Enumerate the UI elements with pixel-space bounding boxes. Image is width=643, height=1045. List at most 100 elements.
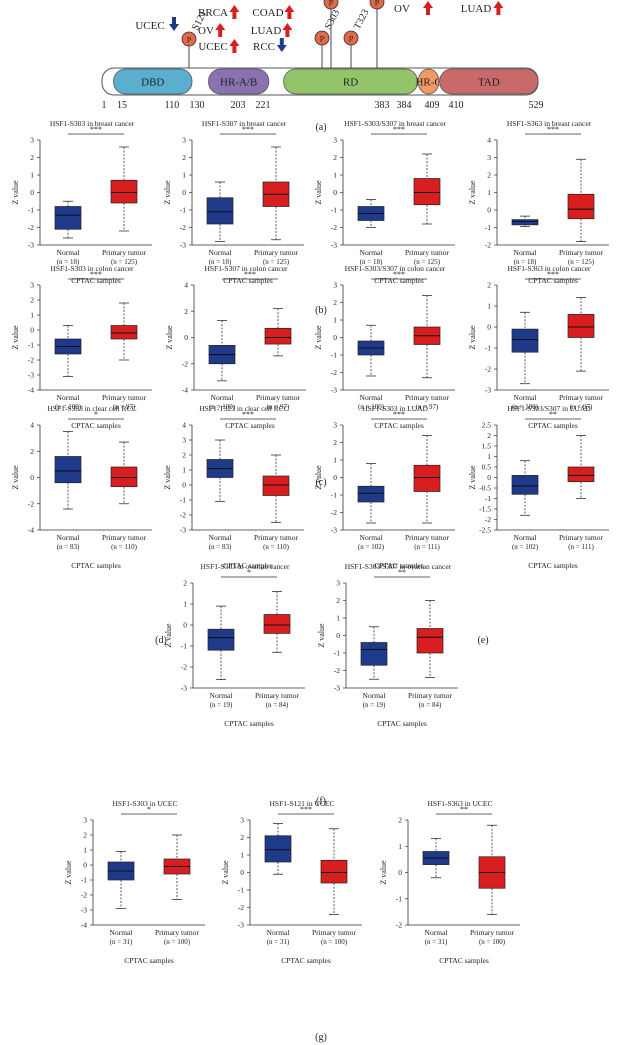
- annotation-ucec: UCEC: [135, 20, 164, 32]
- chart-title: HSF1-S363 in colon cancer: [507, 264, 591, 273]
- annotation-brca: BRCA: [198, 7, 228, 19]
- y-axis-label: Z value: [314, 325, 323, 350]
- significance-stars: ***: [90, 125, 102, 134]
- arrow-up-icon: [493, 1, 504, 15]
- x-axis-label: CPTAC samples: [377, 719, 427, 728]
- x-axis-label: CPTAC samples: [71, 561, 121, 570]
- y-tick-label: -1: [485, 494, 491, 503]
- chart-title: HSF1-S303 in LUAD: [362, 404, 428, 413]
- group-n-label: (n = 19): [363, 701, 386, 709]
- y-tick-label: 4: [182, 421, 186, 430]
- box-normal: [422, 837, 450, 879]
- box-normal: [511, 215, 539, 228]
- box-iqr: [206, 197, 234, 225]
- x-axis-label: CPTAC samples: [281, 956, 331, 965]
- annotation-ov: OV: [394, 3, 410, 15]
- y-tick-label: 3: [83, 816, 87, 825]
- y-tick-label: 4: [487, 136, 491, 145]
- boxplot-9: HSF1-T323 in clear cell RCC -3 -2 -1 0 1 2 3 4 Z …: [163, 404, 304, 570]
- position-label: 409: [425, 100, 440, 111]
- significance-stars: **: [549, 410, 557, 419]
- position-label: 203: [231, 100, 246, 111]
- phospho-circle: [323, 0, 339, 10]
- y-tick-label: -2: [182, 359, 188, 368]
- y-tick-label: 1: [487, 188, 491, 197]
- significance-stars: **: [398, 568, 406, 577]
- y-tick-label: -1: [180, 496, 186, 505]
- phospho-glyph: P: [187, 36, 192, 45]
- annotation-luad: LUAD: [251, 25, 282, 37]
- group-n-label: (n = 110): [111, 543, 138, 551]
- group-n-label: (n = 125): [263, 258, 290, 266]
- y-tick-label: 2: [30, 296, 34, 305]
- y-tick-label: 0: [398, 868, 402, 877]
- y-tick-label: -2: [81, 891, 87, 900]
- y-tick-label: -1: [485, 344, 491, 353]
- y-tick-label: 2: [83, 831, 87, 840]
- chart-title: HSF1-S303/S307 in ovarian cancer: [345, 562, 452, 571]
- box-normal: [54, 325, 82, 377]
- group-label: Primary tumor: [470, 928, 514, 937]
- group-label: Primary tumor: [405, 393, 449, 402]
- domain-hrab: [208, 68, 270, 95]
- group-label: Normal: [211, 393, 234, 402]
- y-tick-label: -1: [28, 341, 34, 350]
- chart-title: HSF1-S303/S307 in colon cancer: [345, 264, 446, 273]
- y-tick-label: -4: [28, 526, 34, 535]
- group-n-label: (n = 18): [514, 258, 537, 266]
- y-tick-label: 3: [182, 136, 186, 145]
- box-iqr: [567, 193, 595, 220]
- group-n-label: (n = 31): [425, 938, 448, 946]
- y-tick-label: -2: [28, 499, 34, 508]
- box-iqr: [413, 464, 441, 492]
- chart-title: HSF1-S121 in UCEC: [269, 799, 334, 808]
- y-tick-label: 3: [182, 436, 186, 445]
- boxplot-7: HSF1-S363 in colon cancer -3 -2 -1 0 1 2 Z valu…: [468, 264, 609, 430]
- y-tick-label: 0: [30, 188, 34, 197]
- y-tick-label: -2: [238, 903, 244, 912]
- y-tick-label: -1: [180, 206, 186, 215]
- y-tick-label: 0: [333, 333, 337, 342]
- annotation-ov: OV: [198, 25, 214, 37]
- y-axis-label: Z value: [468, 325, 477, 350]
- box-normal: [264, 823, 292, 875]
- chart-title: HSF1-S307 in breast cancer: [202, 119, 287, 128]
- boxplot-0: HSF1-S303 in breast cancer -3 -2 -1 0 1 2 3 Z va…: [11, 119, 152, 285]
- boxplot-15: HSF1-S121 in UCEC -3 -2 -1 0 1 2 3 Z value Normal…: [221, 799, 362, 965]
- box-normal: [107, 851, 135, 909]
- y-tick-label: 2: [487, 281, 491, 290]
- group-label: Normal: [267, 928, 290, 937]
- box-iqr: [262, 475, 290, 496]
- group-n-label: (n = 84): [266, 701, 289, 709]
- y-tick-label: 0: [30, 473, 34, 482]
- box-iqr: [264, 835, 292, 863]
- y-tick-label: 2: [398, 816, 402, 825]
- group-label: Primary tumor: [254, 248, 298, 257]
- chart-title: HSF1-S363 in UCEC: [427, 799, 492, 808]
- position-label: 384: [397, 100, 412, 111]
- y-tick-label: -3: [180, 526, 186, 535]
- y-tick-label: -2: [180, 511, 186, 520]
- x-axis-label: CPTAC samples: [374, 276, 424, 285]
- position-label: 383: [375, 100, 390, 111]
- group-n-label: (n = 31): [267, 938, 290, 946]
- group-label: Normal: [514, 393, 537, 402]
- arrow-down-icon: [276, 38, 287, 52]
- group-n-label: (n = 97): [570, 403, 593, 411]
- x-axis-label: CPTAC samples: [71, 276, 121, 285]
- box-iqr: [511, 475, 539, 495]
- chart-title: HSF1-S303/S307 in breast cancer: [344, 119, 446, 128]
- phospho-circle: [314, 30, 330, 46]
- y-tick-label: 2: [333, 298, 337, 307]
- group-label: Primary tumor: [102, 248, 146, 257]
- box-primary-tumor: [110, 146, 138, 232]
- group-n-label: (n = 100): [358, 403, 385, 411]
- y-tick-label: -3: [331, 386, 337, 395]
- chart-title: HSF1-S307 in colon cancer: [204, 264, 288, 273]
- y-tick-label: 1: [183, 600, 187, 609]
- y-tick-label: -1: [396, 894, 402, 903]
- y-tick-label: 1: [333, 456, 337, 465]
- box-primary-tumor: [413, 435, 441, 524]
- y-tick-label: -2: [331, 508, 337, 517]
